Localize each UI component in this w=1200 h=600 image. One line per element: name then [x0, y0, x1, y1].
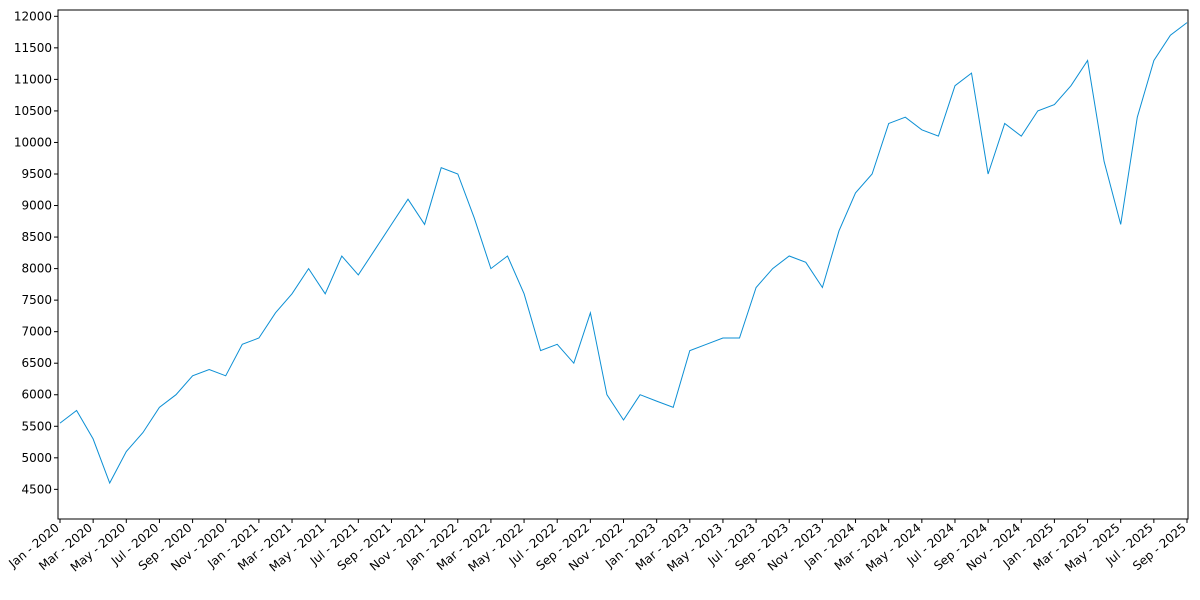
- y-tick-label: 6500: [21, 356, 52, 370]
- y-tick-label: 11000: [14, 72, 52, 86]
- y-tick-label: 9000: [21, 199, 52, 213]
- y-tick-label: 9500: [21, 167, 52, 181]
- y-tick-label: 11500: [14, 41, 52, 55]
- y-tick-label: 7500: [21, 293, 52, 307]
- y-tick-label: 8500: [21, 230, 52, 244]
- line-series: [59, 22, 1188, 485]
- y-tick-label: 5500: [21, 419, 52, 433]
- y-tick-label: 6000: [21, 388, 52, 402]
- plot-frame: [57, 9, 1189, 520]
- y-tick-label: 12000: [14, 9, 52, 23]
- y-tick-label: 5000: [21, 451, 52, 465]
- y-tick-label: 8000: [21, 262, 52, 276]
- y-tick-label: 7000: [21, 325, 52, 339]
- y-tick-label: 10500: [14, 104, 52, 118]
- y-tick-label: 10000: [14, 135, 52, 149]
- y-tick-label: 4500: [21, 482, 52, 496]
